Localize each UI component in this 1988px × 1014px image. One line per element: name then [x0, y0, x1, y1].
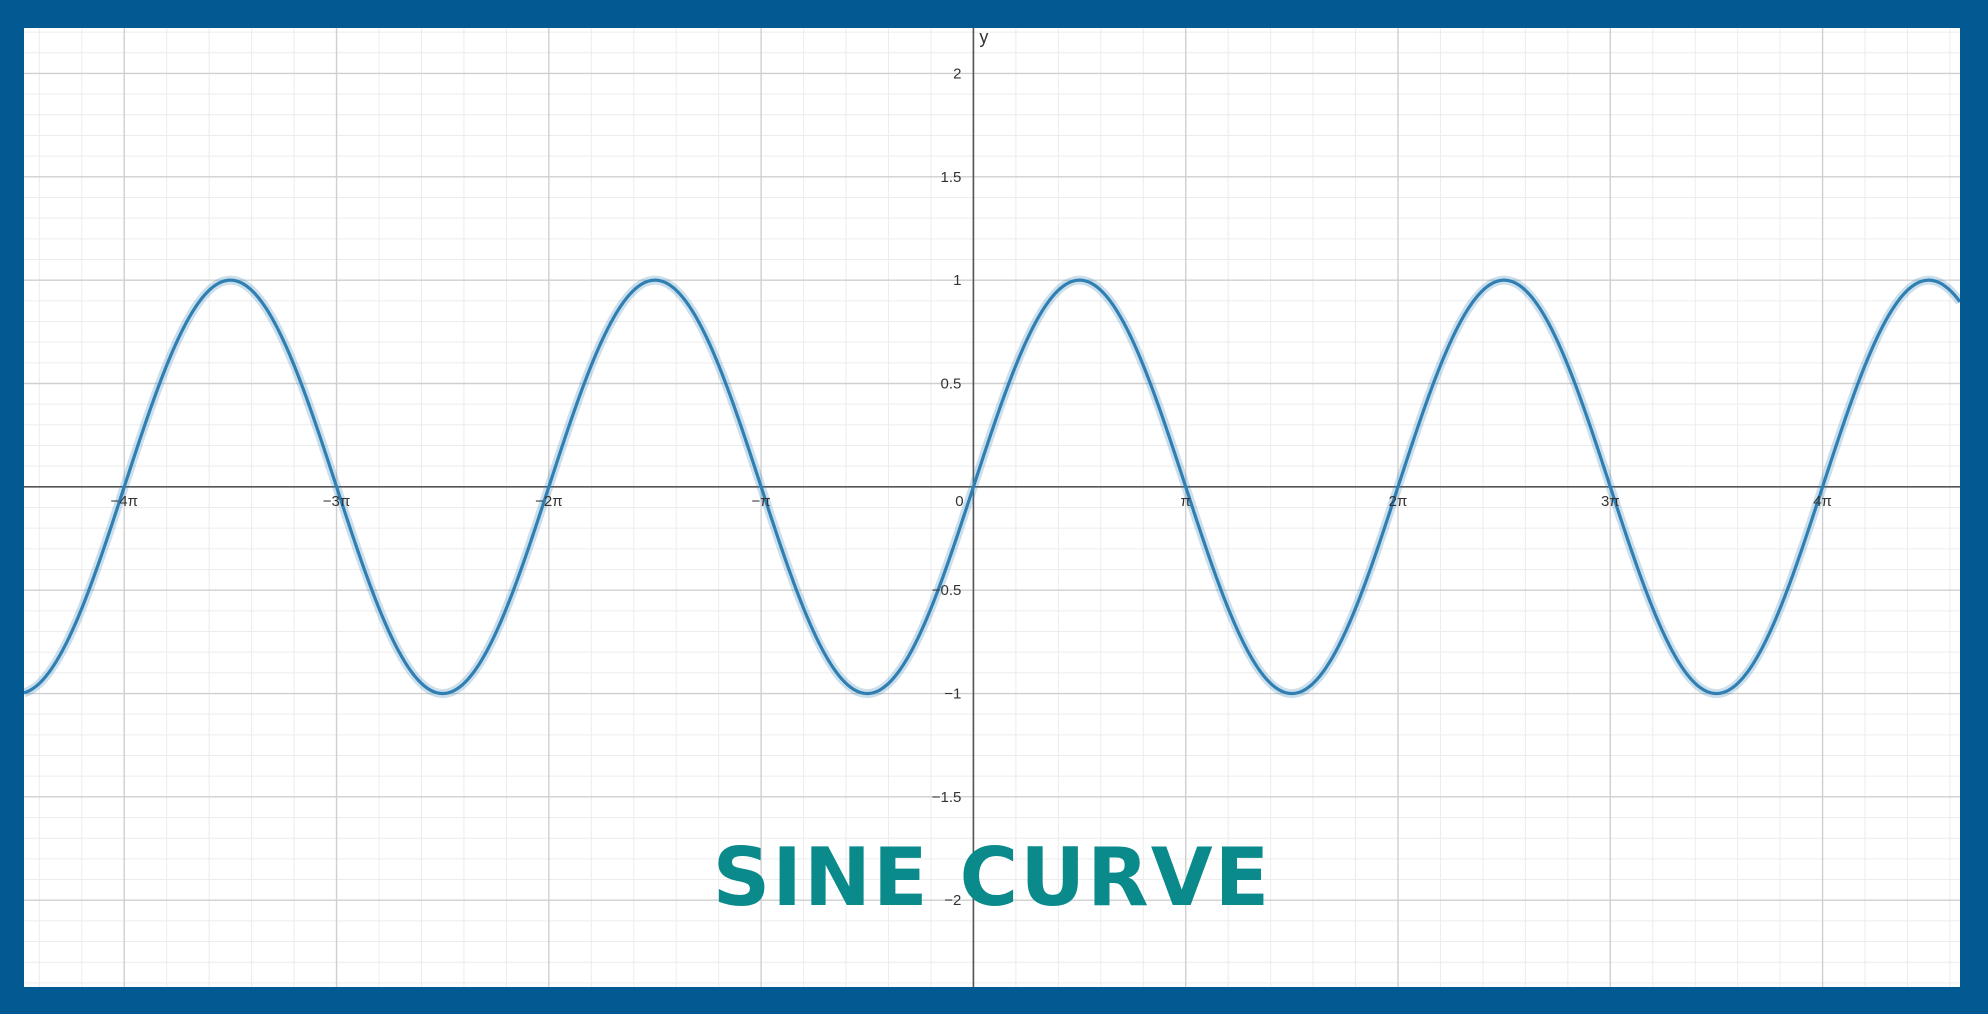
- x-tick-label: π: [1181, 493, 1191, 510]
- y-tick-label: 1.5: [941, 169, 962, 186]
- y-tick-label: −1: [944, 686, 961, 703]
- sine-curve-line: [24, 278, 1960, 696]
- chart-title: SINE CURVE: [712, 831, 1272, 924]
- axes: [24, 28, 1960, 987]
- y-tick-label: −1.5: [932, 789, 962, 806]
- x-tick-label: 4π: [1813, 493, 1832, 510]
- tick-labels: −4π −3π −2π −π π 2π 3π 4π 0 2 1.5 1 0.5 −0.5 −1 −1.5 −2 y: [111, 28, 1832, 909]
- y-tick-label: −0.5: [932, 582, 962, 599]
- sine-curve-series: [24, 275, 1960, 699]
- x-tick-label: −2π: [535, 493, 562, 510]
- x-tick-label: −3π: [323, 493, 350, 510]
- y-axis-label: y: [979, 28, 988, 47]
- plot-area: −4π −3π −2π −π π 2π 3π 4π 0 2 1.5 1 0.5 −0.5 −1 −1.5 −2 y…: [24, 28, 1960, 987]
- y-tick-label: −2: [944, 892, 961, 909]
- chart-svg: −4π −3π −2π −π π 2π 3π 4π 0 2 1.5 1 0.5 −0.5 −1 −1.5 −2 y: [24, 28, 1960, 987]
- minor-grid: [24, 28, 1960, 987]
- x-tick-label: 3π: [1601, 493, 1620, 510]
- x-tick-label: 2π: [1389, 493, 1408, 510]
- x-tick-label: −4π: [111, 493, 138, 510]
- origin-label: 0: [955, 493, 963, 510]
- y-tick-label: 1: [953, 272, 961, 289]
- x-tick-label: −π: [752, 493, 771, 510]
- y-tick-label: 0.5: [941, 375, 962, 392]
- y-tick-label: 2: [953, 65, 961, 82]
